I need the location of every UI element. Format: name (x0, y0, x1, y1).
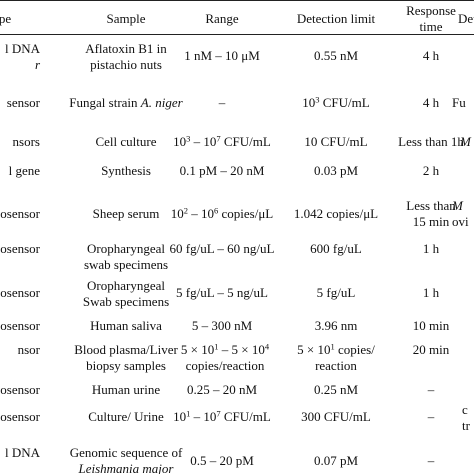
row8-type: osensor (0, 318, 40, 333)
row11-detection-limit: 300 CFU/mL (301, 409, 371, 424)
row4-sample: Synthesis (101, 163, 151, 178)
row6-type: osensor (0, 241, 40, 256)
row1-range: 1 nM – 10 μM (184, 48, 260, 63)
row10-response-time: – (427, 382, 435, 397)
row3-range: 103 – 107 CFU/mL (173, 133, 271, 149)
header-rule (0, 34, 474, 35)
header-range: Range (205, 11, 239, 26)
row12-range: 0.5 – 20 pM (190, 453, 254, 468)
row1-detection-limit: 0.55 nM (313, 48, 359, 63)
row7-type: osensor (0, 285, 40, 300)
row11-sample: Culture/ Urine (88, 409, 164, 424)
row8-sample: Human saliva (90, 318, 162, 333)
row11-detail-cut: c tr (462, 402, 470, 433)
row5-type: osensor (0, 206, 40, 221)
header-sample: Sample (106, 11, 146, 26)
header-type: pe (0, 11, 12, 26)
row12-detection-limit: 0.07 pM (313, 453, 359, 468)
row1-type: l DNA r (4, 41, 40, 72)
row3-detection-limit: 10 CFU/mL (304, 134, 368, 149)
row4-detection-limit: 0.03 pM (313, 163, 359, 178)
row4-response-time: 2 h (422, 163, 440, 178)
row1-response-time: 4 h (422, 48, 440, 63)
header-response-time: Response time (386, 3, 474, 34)
row3-sample: Cell culture (95, 134, 157, 149)
row10-range: 0.25 – 20 nM (186, 382, 258, 397)
row2-range: – (218, 95, 226, 110)
row2-detail-cut: Fu (452, 95, 466, 110)
row10-detection-limit: 0.25 nM (313, 382, 359, 397)
row2-sample: Fungal strain A. niger (69, 95, 183, 110)
row10-sample: Human urine (91, 382, 161, 397)
row1-sample: Aflatoxin B1 in pistachio nuts (85, 41, 167, 72)
row5-detail-cut: M ovi (452, 198, 469, 229)
row9-type: nsor (17, 342, 40, 357)
row7-sample: Oropharyngeal Swab specimens (82, 278, 170, 309)
row2-response-time: 4 h (422, 95, 440, 110)
row6-sample: Oropharyngeal swab specimens (83, 241, 169, 272)
header-detection-limit: Detection limit (296, 11, 376, 26)
row7-response-time: 1 h (422, 285, 440, 300)
row8-range: 5 – 300 nM (191, 318, 253, 333)
row8-response-time: 10 min (412, 318, 450, 333)
row12-type: l DNA (4, 445, 40, 460)
row12-sample: Genomic sequence of Leishmania major (69, 445, 183, 474)
row3-detail-cut: M (460, 134, 471, 149)
row6-detection-limit: 600 fg/uL (310, 241, 362, 256)
row11-type: iosensor (0, 409, 40, 424)
row7-range: 5 fg/uL – 5 ng/uL (176, 285, 268, 300)
table-top-rule (0, 0, 474, 1)
row6-response-time: 1 h (422, 241, 440, 256)
row6-range: 60 fg/uL – 60 ng/uL (169, 241, 275, 256)
row11-response-time: – (427, 409, 435, 424)
row10-type: osensor (0, 382, 40, 397)
row5-detection-limit: 1.042 copies/μL (293, 206, 379, 221)
row3-response-time: Less than 1h (398, 134, 464, 149)
row5-response-time: Less than 15 min (406, 198, 456, 229)
row9-response-time: 20 min (412, 342, 450, 357)
row4-type: l gene (8, 163, 40, 178)
row11-range: 101 – 107 CFU/mL (173, 408, 271, 424)
row2-type: sensor (6, 95, 40, 110)
row2-detection-limit: 103 CFU/mL (302, 94, 370, 110)
row9-sample: Blood plasma/Liver biopsy samples (74, 342, 178, 373)
row8-detection-limit: 3.96 nm (314, 318, 358, 333)
row12-response-time: – (427, 453, 435, 468)
row5-range: 102 – 106 copies/μL (170, 205, 274, 221)
header-response-time-line2: time (419, 18, 443, 34)
row7-detection-limit: 5 fg/uL (316, 285, 356, 300)
row9-detection-limit: 5 × 101 copies/ reaction (297, 341, 375, 373)
header-response-time-line1: Response (406, 3, 456, 18)
row5-sample: Sheep serum (92, 206, 160, 221)
row9-range: 5 × 101 – 5 × 104 copies/reaction (180, 341, 270, 373)
row3-type: nsors (12, 134, 40, 149)
row4-range: 0.1 pM – 20 nM (179, 163, 265, 178)
header-detail-cut: Det (458, 11, 474, 26)
